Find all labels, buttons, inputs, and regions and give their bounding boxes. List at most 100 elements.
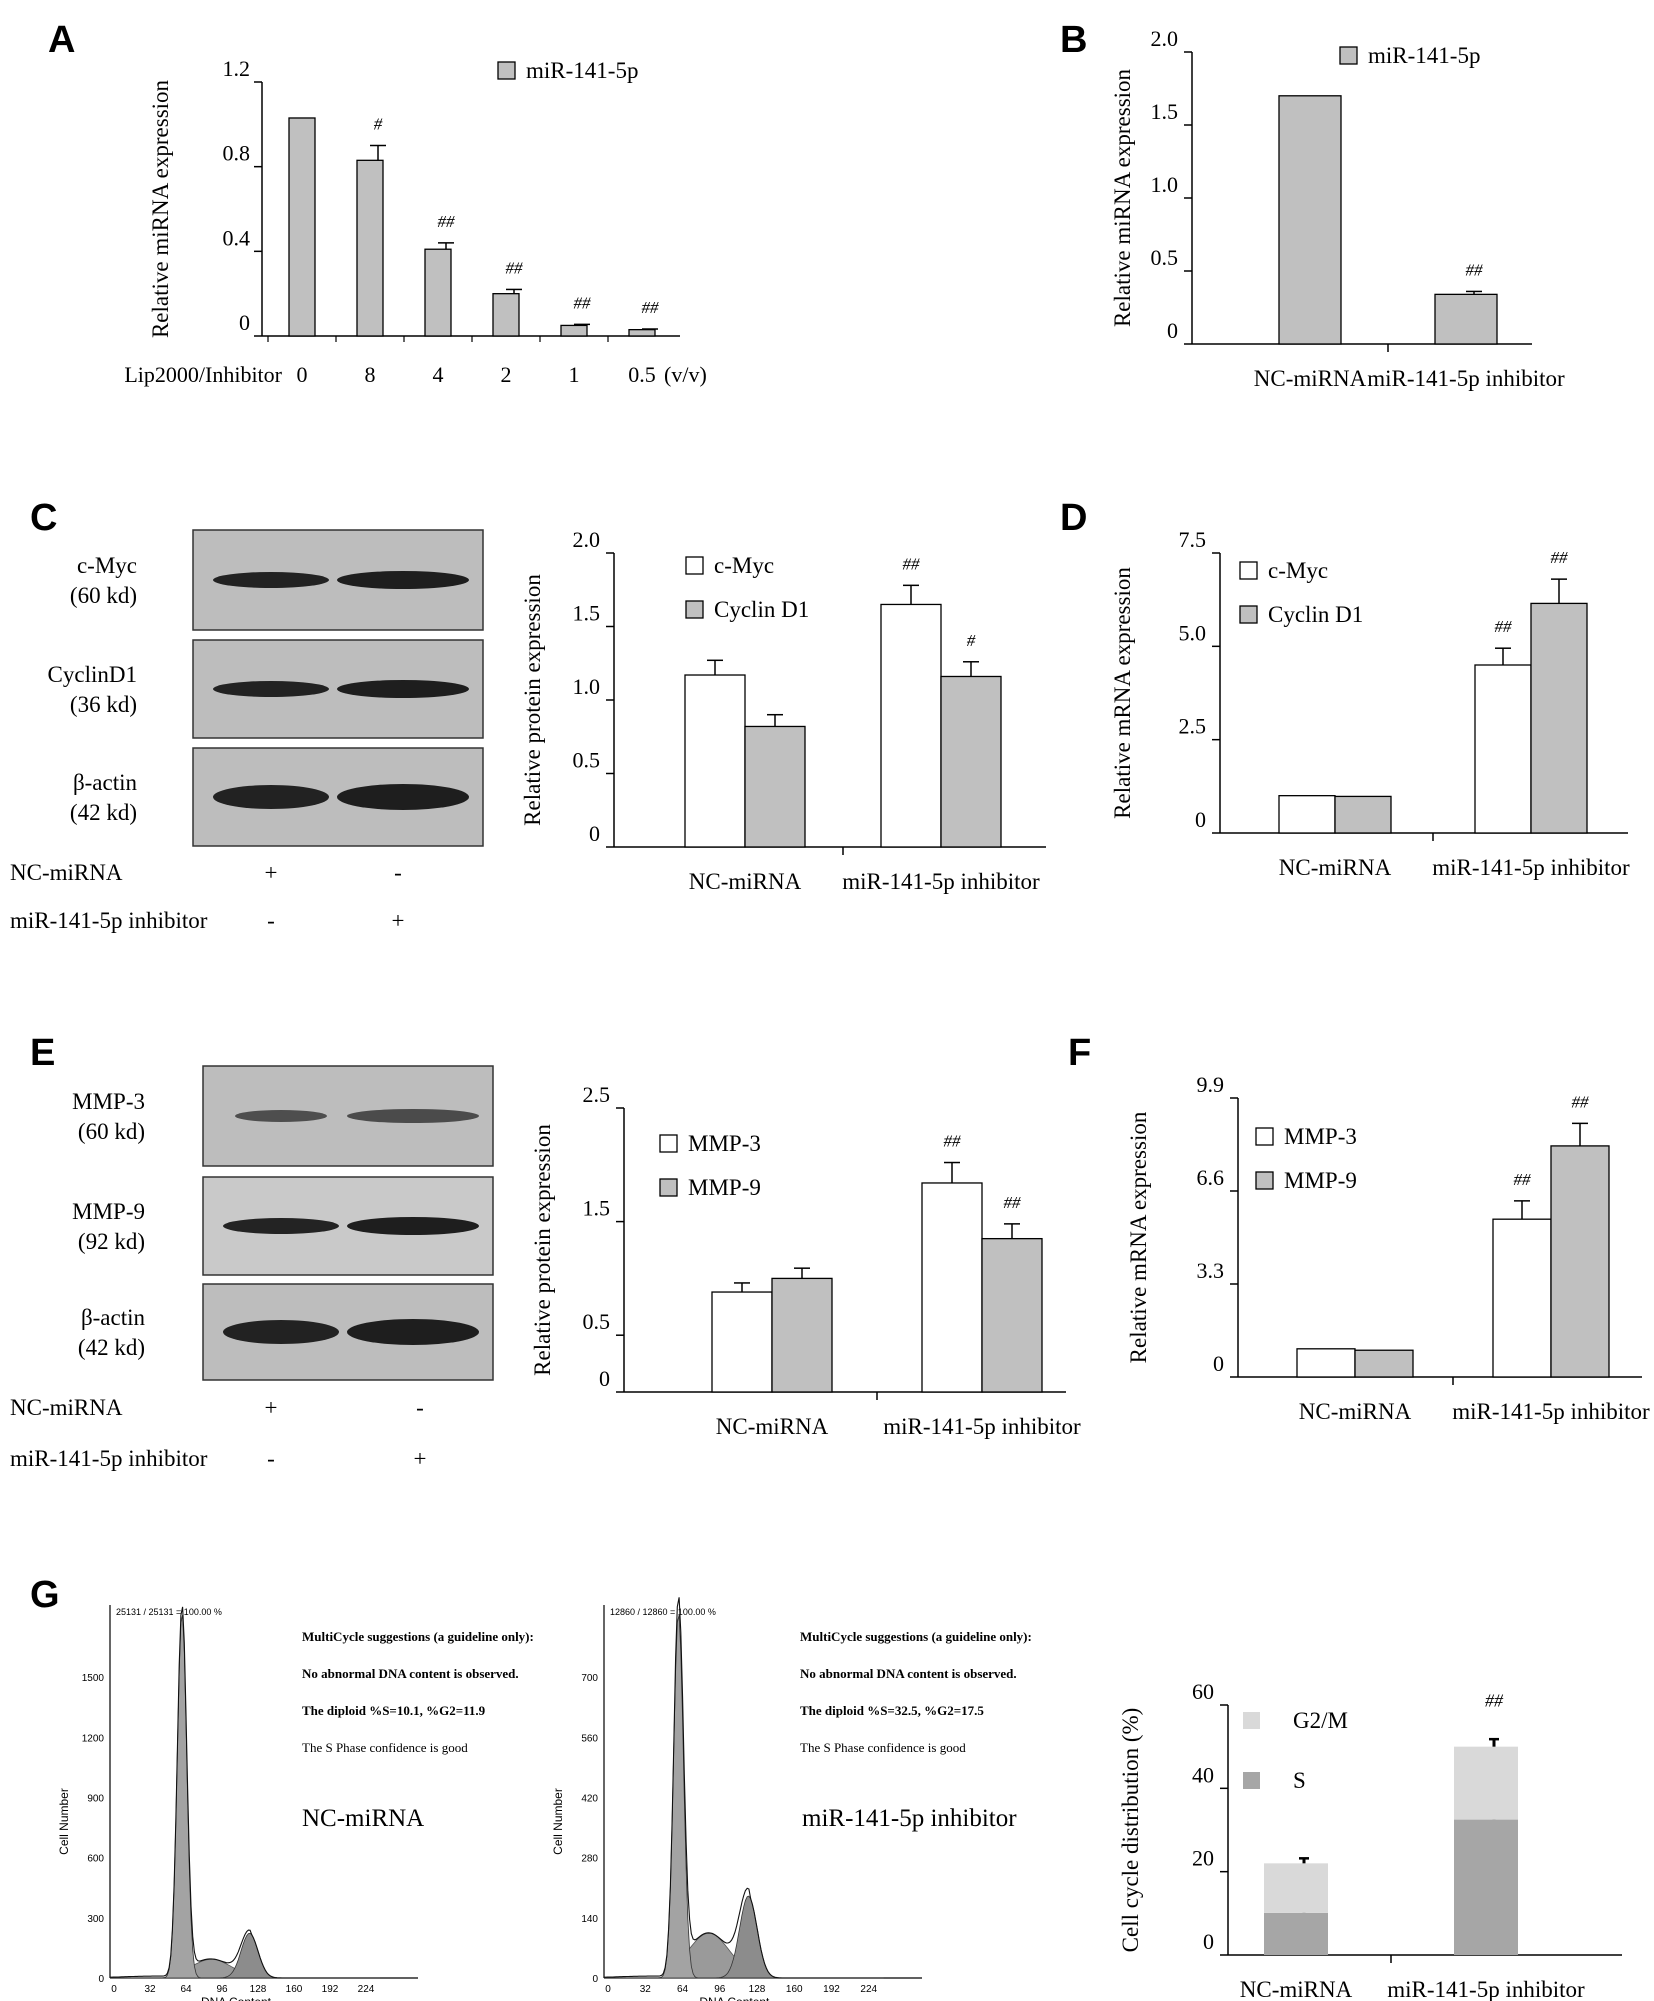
histogram-header: 12860 / 12860 = 100.00 % bbox=[610, 1607, 716, 1617]
significance-mark: ## bbox=[944, 1132, 962, 1151]
legend-swatch bbox=[1255, 1171, 1274, 1190]
total-histogram-line bbox=[110, 1606, 380, 1979]
significance-mark: ## bbox=[1551, 548, 1569, 567]
significance-mark: ## bbox=[574, 293, 592, 312]
y-tick-label: 60 bbox=[1192, 1679, 1214, 1704]
y-axis-label: Relative mRNA expression bbox=[1110, 567, 1135, 819]
histogram-header: 25131 / 25131 = 100.00 % bbox=[116, 1607, 222, 1617]
legend-label: MMP-3 bbox=[688, 1131, 761, 1156]
treatment-sign: - bbox=[267, 908, 275, 933]
significance-mark: ## bbox=[438, 212, 456, 231]
y-tick-label: 20 bbox=[1192, 1846, 1214, 1871]
protein-band bbox=[347, 1217, 479, 1235]
bar-c-myc bbox=[880, 603, 942, 848]
legend-swatch bbox=[1243, 1712, 1260, 1729]
treatment-label: miR-141-5p inhibitor bbox=[10, 1446, 208, 1471]
x-tick-label: 192 bbox=[823, 1984, 840, 1995]
treatment-sign: + bbox=[414, 1446, 427, 1471]
y-tick-label: 1500 bbox=[82, 1673, 105, 1684]
g2-peak-fill bbox=[110, 1932, 380, 1979]
x-category-label: miR-141-5p inhibitor bbox=[1367, 366, 1565, 391]
x-tick-label: 64 bbox=[677, 1984, 689, 1995]
x-category-label: 0 bbox=[297, 362, 308, 387]
multicycle-note: The S Phase confidence is good bbox=[800, 1740, 966, 1755]
treatment-label: NC-miRNA bbox=[10, 860, 123, 885]
legend-label: MMP-9 bbox=[1284, 1168, 1357, 1193]
protein-band bbox=[235, 1110, 327, 1122]
significance-mark: ## bbox=[642, 298, 660, 317]
y-axis-label: Relative protein expression bbox=[530, 1124, 555, 1376]
panel-label-a: A bbox=[48, 19, 75, 61]
y-tick-label: 600 bbox=[87, 1854, 104, 1865]
x-category-label: NC-miRNA bbox=[1254, 366, 1367, 391]
x-tick-label: 224 bbox=[860, 1984, 877, 1995]
x-axis-label: DNA Content bbox=[201, 1995, 272, 2001]
treatment-label: miR-141-5p inhibitor bbox=[10, 908, 208, 933]
y-tick-label: 5.0 bbox=[1179, 620, 1207, 645]
x-tick-label: 160 bbox=[786, 1984, 803, 1995]
panel-label-b: B bbox=[1060, 19, 1087, 61]
treatment-sign: + bbox=[265, 1395, 278, 1420]
x-axis-label: DNA Content bbox=[699, 1995, 770, 2001]
panel-label-g: G bbox=[30, 1574, 60, 1616]
bar-mmp-3 bbox=[1296, 1348, 1356, 1378]
chart-f: 0 3.3 6.6 9.9 Relative mRNA expression NC-miR… bbox=[1126, 1072, 1650, 1424]
bar-g2-m bbox=[1264, 1863, 1328, 1913]
x-category-label: 0.5 bbox=[628, 362, 656, 387]
y-axis-label: Relative miRNA expression bbox=[1110, 68, 1135, 327]
legend-swatch bbox=[1243, 1772, 1260, 1789]
protein-band bbox=[223, 1320, 339, 1344]
chart-d: 0 2.5 5.0 7.5 Relative mRNA expression NC-miR… bbox=[1110, 527, 1630, 880]
bar-g2-m bbox=[1454, 1746, 1518, 1820]
y-axis-label: Relative miRNA expression bbox=[148, 79, 173, 338]
significance-mark: ## bbox=[1514, 1170, 1532, 1189]
y-tick-label: 40 bbox=[1192, 1762, 1214, 1787]
legend-label: Cyclin D1 bbox=[714, 597, 809, 622]
x-tick-label: 64 bbox=[180, 1984, 192, 1995]
y-tick-label: 1.0 bbox=[573, 674, 601, 699]
western-blots: c-Myc (60 kd) CyclinD1 (36 kd) β-actin (42 kd… bbox=[10, 529, 494, 1471]
bar-mir-141-5p bbox=[356, 159, 384, 337]
x-category-label: miR-141-5p inhibitor bbox=[883, 1414, 1081, 1439]
flow-histogram-1: 25131 / 25131 = 100.00 % 0 300 600 900 1200 15… bbox=[57, 1605, 534, 2001]
bar-mir-141-5p bbox=[1278, 95, 1342, 345]
treatment-sign: + bbox=[392, 908, 405, 933]
protein-band bbox=[213, 681, 329, 697]
bar-c-myc bbox=[684, 674, 746, 848]
y-tick-label: 1200 bbox=[82, 1733, 105, 1744]
y-tick-label: 300 bbox=[87, 1914, 104, 1925]
significance-mark: ## bbox=[1004, 1193, 1022, 1212]
bar-mmp-9 bbox=[771, 1277, 833, 1393]
y-tick-label: 0.8 bbox=[223, 141, 251, 166]
bar-cyclin-d1 bbox=[1530, 602, 1588, 834]
x-axis-prefix: Lip2000/Inhibitor bbox=[124, 362, 282, 387]
bar-mir-141-5p bbox=[492, 293, 520, 337]
y-tick-label: 0.5 bbox=[573, 748, 601, 773]
bar-cyclin-d1 bbox=[940, 675, 1002, 848]
significance-mark: ## bbox=[506, 258, 524, 277]
bar-s bbox=[1264, 1912, 1328, 1955]
bar-mmp-3 bbox=[711, 1291, 773, 1393]
panel-label-e: E bbox=[30, 1032, 55, 1074]
legend-label: MMP-3 bbox=[1284, 1124, 1357, 1149]
legend-label: S bbox=[1293, 1768, 1306, 1793]
x-tick-label: 32 bbox=[144, 1984, 156, 1995]
bar-c-myc bbox=[1474, 664, 1532, 834]
y-tick-label: 1.5 bbox=[1151, 99, 1179, 124]
y-tick-label: 6.6 bbox=[1197, 1165, 1225, 1190]
y-tick-label: 0 bbox=[1203, 1929, 1214, 1954]
protein-band bbox=[347, 1319, 479, 1345]
protein-band bbox=[347, 1109, 479, 1123]
x-category-label: 8 bbox=[365, 362, 376, 387]
y-tick-label: 0 bbox=[1213, 1351, 1224, 1376]
bar-mir-141-5p bbox=[1434, 293, 1498, 345]
y-tick-label: 900 bbox=[87, 1794, 104, 1805]
bar-mir-141-5p bbox=[424, 248, 452, 337]
blot-c: c-Myc (60 kd) CyclinD1 (36 kd) β-actin (42 kd… bbox=[10, 529, 484, 933]
legend-swatch bbox=[685, 600, 704, 619]
y-tick-label: 2.0 bbox=[1151, 26, 1179, 51]
x-tick-label: 96 bbox=[216, 1984, 228, 1995]
x-category-label: NC-miRNA bbox=[689, 869, 802, 894]
legend-swatch bbox=[659, 1134, 678, 1153]
